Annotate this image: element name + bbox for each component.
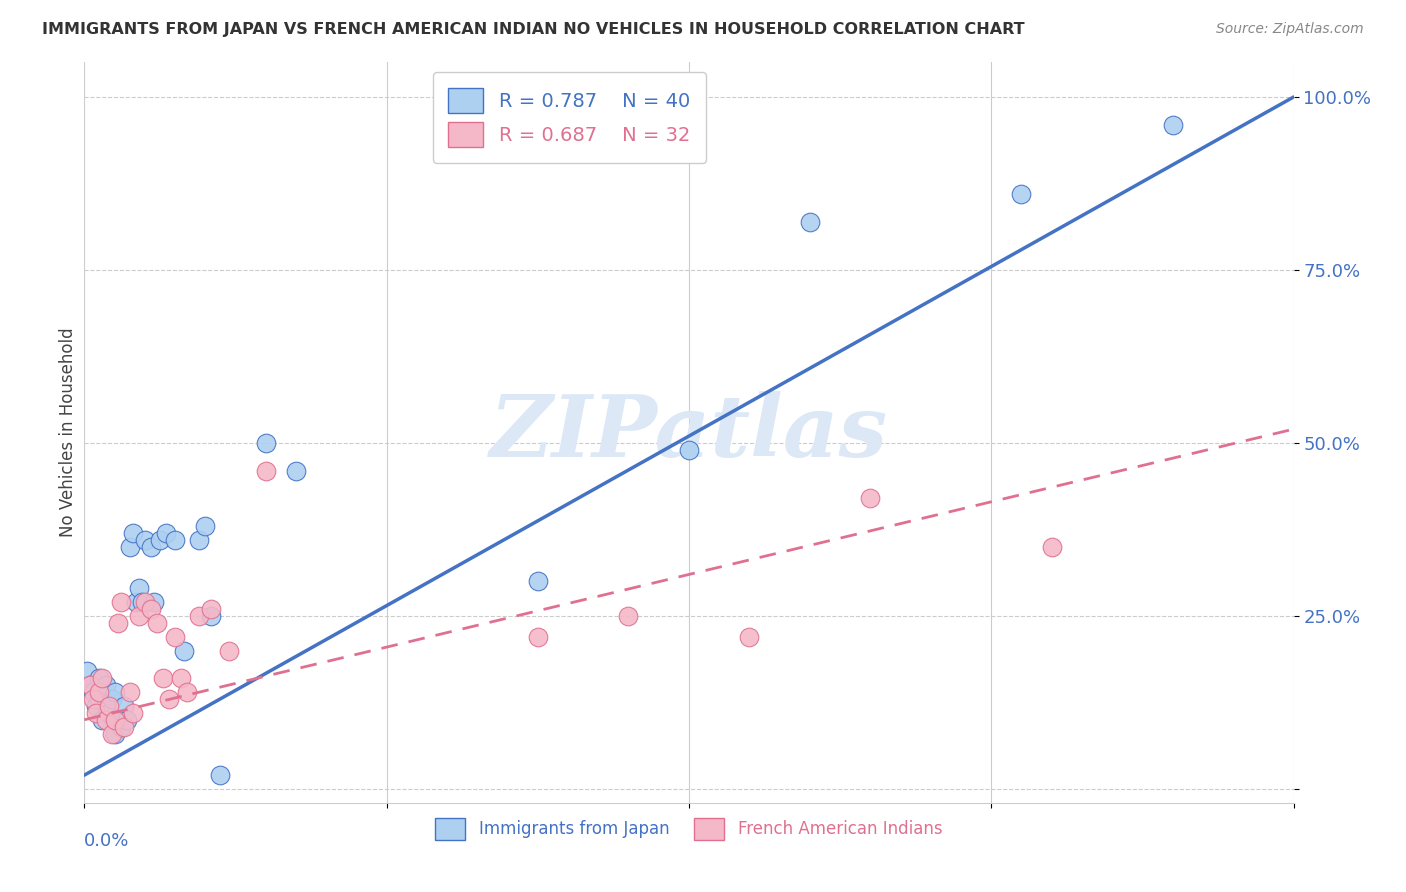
Point <box>254 436 277 450</box>
Point <box>146 615 169 630</box>
Point <box>118 540 141 554</box>
Point <box>97 698 120 713</box>
Point <box>91 713 114 727</box>
Point <box>1161 118 1184 132</box>
Point <box>200 602 222 616</box>
Point <box>79 678 101 692</box>
Point <box>1011 186 1033 201</box>
Point <box>86 706 108 720</box>
Legend: Immigrants from Japan, French American Indians: Immigrants from Japan, French American I… <box>429 812 949 847</box>
Point <box>527 574 550 589</box>
Point <box>104 713 127 727</box>
Point <box>170 671 193 685</box>
Point <box>155 525 177 540</box>
Point <box>97 706 120 720</box>
Point <box>149 533 172 547</box>
Point <box>112 720 135 734</box>
Point <box>254 464 277 478</box>
Point <box>110 595 132 609</box>
Point <box>134 533 156 547</box>
Point <box>115 713 138 727</box>
Point <box>142 595 165 609</box>
Point <box>79 678 101 692</box>
Point <box>89 692 111 706</box>
Point <box>112 698 135 713</box>
Point <box>128 609 150 624</box>
Point <box>738 630 761 644</box>
Point <box>617 609 640 624</box>
Point <box>139 540 162 554</box>
Point <box>527 630 550 644</box>
Point <box>134 595 156 609</box>
Point <box>94 713 117 727</box>
Point <box>200 609 222 624</box>
Point <box>118 685 141 699</box>
Point <box>188 609 211 624</box>
Point <box>107 713 129 727</box>
Point <box>82 685 104 699</box>
Point <box>209 768 232 782</box>
Point <box>86 698 108 713</box>
Point <box>188 533 211 547</box>
Point <box>89 685 111 699</box>
Point <box>100 692 122 706</box>
Point <box>165 630 187 644</box>
Point <box>173 643 195 657</box>
Point <box>176 685 198 699</box>
Point <box>139 602 162 616</box>
Point <box>285 464 308 478</box>
Point <box>89 671 111 685</box>
Point <box>121 706 143 720</box>
Point <box>94 698 117 713</box>
Point <box>1040 540 1063 554</box>
Y-axis label: No Vehicles in Household: No Vehicles in Household <box>59 327 77 538</box>
Point <box>100 726 122 740</box>
Point <box>104 685 127 699</box>
Point <box>152 671 174 685</box>
Text: Source: ZipAtlas.com: Source: ZipAtlas.com <box>1216 22 1364 37</box>
Point <box>125 595 148 609</box>
Point <box>165 533 187 547</box>
Point <box>107 615 129 630</box>
Point <box>128 582 150 596</box>
Point <box>157 692 180 706</box>
Point <box>131 595 153 609</box>
Point <box>218 643 240 657</box>
Point <box>82 692 104 706</box>
Point <box>76 665 98 679</box>
Text: 0.0%: 0.0% <box>84 832 129 850</box>
Text: ZIPatlas: ZIPatlas <box>489 391 889 475</box>
Point <box>194 519 217 533</box>
Point <box>799 214 821 228</box>
Point <box>110 720 132 734</box>
Point <box>859 491 882 506</box>
Point <box>678 442 700 457</box>
Point <box>91 671 114 685</box>
Point <box>94 678 117 692</box>
Point <box>121 525 143 540</box>
Text: IMMIGRANTS FROM JAPAN VS FRENCH AMERICAN INDIAN NO VEHICLES IN HOUSEHOLD CORRELA: IMMIGRANTS FROM JAPAN VS FRENCH AMERICAN… <box>42 22 1025 37</box>
Point <box>104 726 127 740</box>
